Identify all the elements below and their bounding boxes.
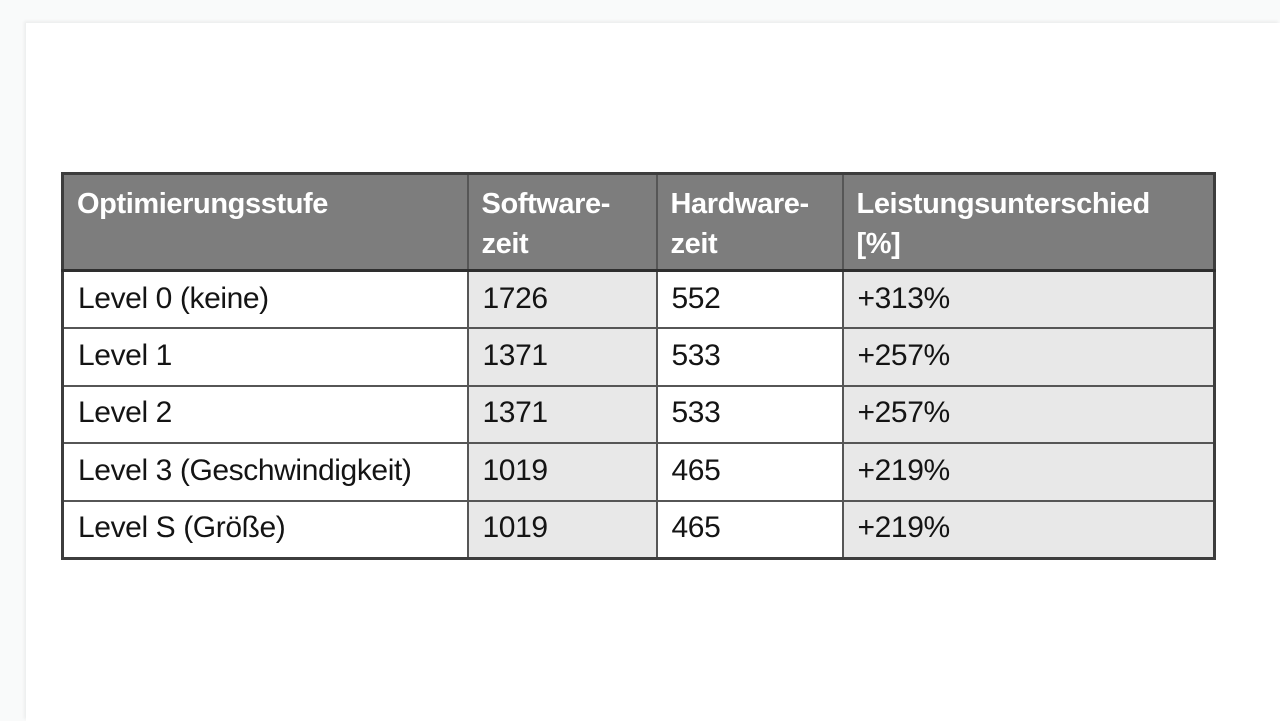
table-header-row: Optimierungsstufe Software- zeit Hardwar… — [61, 172, 1216, 272]
table-row: Level 3 (Geschwindigkeit) 1019 465 +219% — [61, 442, 1216, 502]
cell-optimization-level: Level 2 — [61, 384, 469, 444]
cell-optimization-level: Level 3 (Geschwindigkeit) — [61, 442, 469, 502]
table-row: Level S (Größe) 1019 465 +219% — [61, 499, 1216, 559]
table-row: Level 0 (keine) 1726 552 +313% — [61, 269, 1216, 329]
cell-hardware-time: 552 — [655, 269, 844, 329]
content-panel: Optimierungsstufe Software- zeit Hardwar… — [26, 23, 1280, 721]
cell-performance-diff: +219% — [841, 499, 1216, 559]
optimization-performance-table: Optimierungsstufe Software- zeit Hardwar… — [61, 172, 1216, 560]
cell-optimization-level: Level S (Größe) — [61, 499, 469, 559]
cell-software-time: 1726 — [466, 269, 658, 329]
cell-performance-diff: +257% — [841, 327, 1216, 387]
column-header-optimierungsstufe: Optimierungsstufe — [61, 172, 469, 272]
cell-hardware-time: 465 — [655, 499, 844, 559]
cell-software-time: 1371 — [466, 327, 658, 387]
cell-software-time: 1019 — [466, 442, 658, 502]
cell-optimization-level: Level 1 — [61, 327, 469, 387]
cell-performance-diff: +257% — [841, 384, 1216, 444]
column-header-software-zeit: Software- zeit — [466, 172, 658, 272]
cell-hardware-time: 533 — [655, 384, 844, 444]
cell-hardware-time: 533 — [655, 327, 844, 387]
cell-software-time: 1371 — [466, 384, 658, 444]
table-row: Level 2 1371 533 +257% — [61, 384, 1216, 444]
table-row: Level 1 1371 533 +257% — [61, 327, 1216, 387]
cell-software-time: 1019 — [466, 499, 658, 559]
column-header-hardware-zeit: Hardware- zeit — [655, 172, 844, 272]
cell-performance-diff: +313% — [841, 269, 1216, 329]
column-header-leistungsunterschied: Leistungsunterschied [%] — [841, 172, 1216, 272]
cell-performance-diff: +219% — [841, 442, 1216, 502]
cell-optimization-level: Level 0 (keine) — [61, 269, 469, 329]
cell-hardware-time: 465 — [655, 442, 844, 502]
